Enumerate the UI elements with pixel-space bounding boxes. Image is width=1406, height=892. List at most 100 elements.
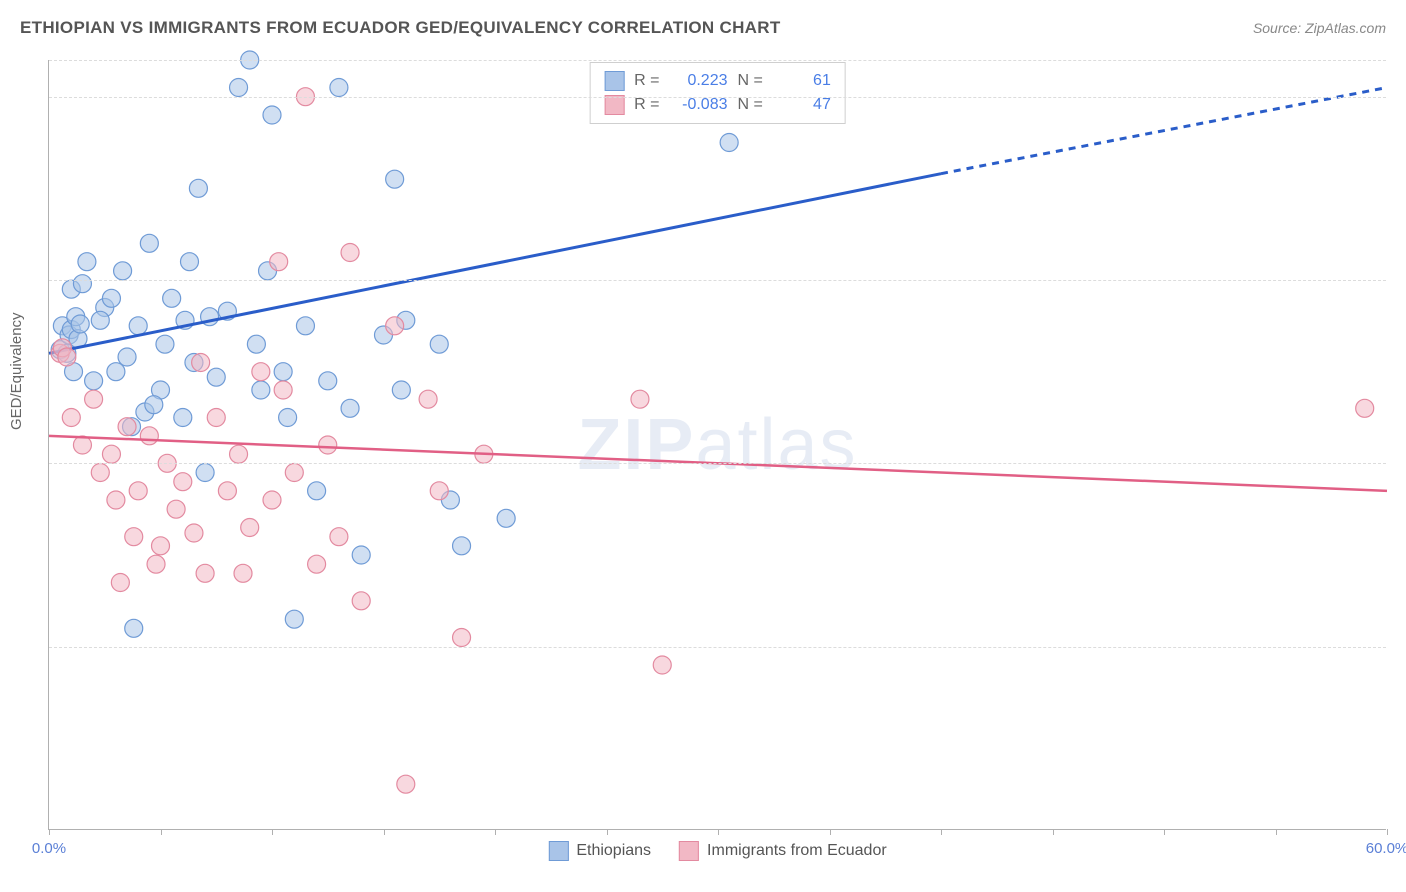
data-point (118, 348, 136, 366)
bottom-legend: Ethiopians Immigrants from Ecuador (548, 841, 886, 861)
data-point (270, 253, 288, 271)
data-point (167, 500, 185, 518)
data-point (330, 528, 348, 546)
data-point (497, 509, 515, 527)
data-point (163, 289, 181, 307)
plot-area: ZIPatlas R = 0.223 N = 61 R = -0.083 N =… (48, 60, 1386, 830)
data-point (279, 409, 297, 427)
data-point (85, 372, 103, 390)
legend-label-1: Immigrants from Ecuador (707, 842, 887, 860)
data-point (330, 79, 348, 97)
data-point (397, 775, 415, 793)
data-point (145, 396, 163, 414)
data-point (341, 244, 359, 262)
data-point (140, 427, 158, 445)
data-point (274, 363, 292, 381)
data-point (118, 418, 136, 436)
data-point (241, 519, 259, 537)
swatch-ethiopians (604, 71, 624, 91)
data-point (386, 170, 404, 188)
stat-n-label: N = (738, 72, 763, 90)
data-point (71, 315, 89, 333)
data-point (392, 381, 410, 399)
data-point (62, 409, 80, 427)
data-point (125, 619, 143, 637)
stat-n-label: N = (738, 96, 763, 114)
data-point (386, 317, 404, 335)
data-point (352, 546, 370, 564)
data-point (156, 335, 174, 353)
data-point (73, 275, 91, 293)
data-point (107, 363, 125, 381)
data-point (308, 555, 326, 573)
stat-n-value-0: 61 (773, 72, 831, 90)
data-point (78, 253, 96, 271)
data-point (196, 564, 214, 582)
stat-r-label: R = (634, 96, 659, 114)
data-point (152, 537, 170, 555)
data-point (430, 335, 448, 353)
data-point (91, 464, 109, 482)
stat-r-value-1: -0.083 (670, 96, 728, 114)
legend-swatch-ethiopians (548, 841, 568, 861)
data-point (252, 363, 270, 381)
data-point (274, 381, 292, 399)
stat-r-value-0: 0.223 (670, 72, 728, 90)
data-point (129, 482, 147, 500)
x-tick-label: 60.0% (1366, 840, 1406, 857)
data-point (308, 482, 326, 500)
data-point (285, 610, 303, 628)
data-point (230, 445, 248, 463)
data-point (91, 311, 109, 329)
data-point (114, 262, 132, 280)
data-point (58, 348, 76, 366)
data-point (85, 390, 103, 408)
data-point (430, 482, 448, 500)
data-point (230, 79, 248, 97)
data-point (140, 234, 158, 252)
data-point (1356, 399, 1374, 417)
stat-n-value-1: 47 (773, 96, 831, 114)
data-point (174, 409, 192, 427)
swatch-ecuador (604, 95, 624, 115)
legend-item-ethiopians: Ethiopians (548, 841, 651, 861)
chart-svg (49, 60, 1386, 829)
data-point (631, 390, 649, 408)
data-point (192, 354, 210, 372)
data-point (352, 592, 370, 610)
stat-r-label: R = (634, 72, 659, 90)
data-point (102, 289, 120, 307)
data-point (263, 106, 281, 124)
data-point (207, 409, 225, 427)
data-point (174, 473, 192, 491)
data-point (125, 528, 143, 546)
data-point (180, 253, 198, 271)
data-point (234, 564, 252, 582)
data-point (419, 390, 437, 408)
data-point (218, 482, 236, 500)
data-point (319, 372, 337, 390)
data-point (129, 317, 147, 335)
data-point (252, 381, 270, 399)
data-point (111, 574, 129, 592)
data-point (247, 335, 265, 353)
regression-line-extrapolated (941, 88, 1387, 174)
legend-swatch-ecuador (679, 841, 699, 861)
data-point (196, 464, 214, 482)
data-point (453, 629, 471, 647)
data-point (453, 537, 471, 555)
data-point (653, 656, 671, 674)
data-point (147, 555, 165, 573)
data-point (102, 445, 120, 463)
x-tick-label: 0.0% (32, 840, 66, 857)
data-point (285, 464, 303, 482)
data-point (720, 134, 738, 152)
source-attribution: Source: ZipAtlas.com (1253, 20, 1386, 36)
data-point (319, 436, 337, 454)
y-axis-label: GED/Equivalency (8, 312, 25, 430)
data-point (207, 368, 225, 386)
data-point (189, 179, 207, 197)
data-point (296, 317, 314, 335)
data-point (263, 491, 281, 509)
data-point (341, 399, 359, 417)
